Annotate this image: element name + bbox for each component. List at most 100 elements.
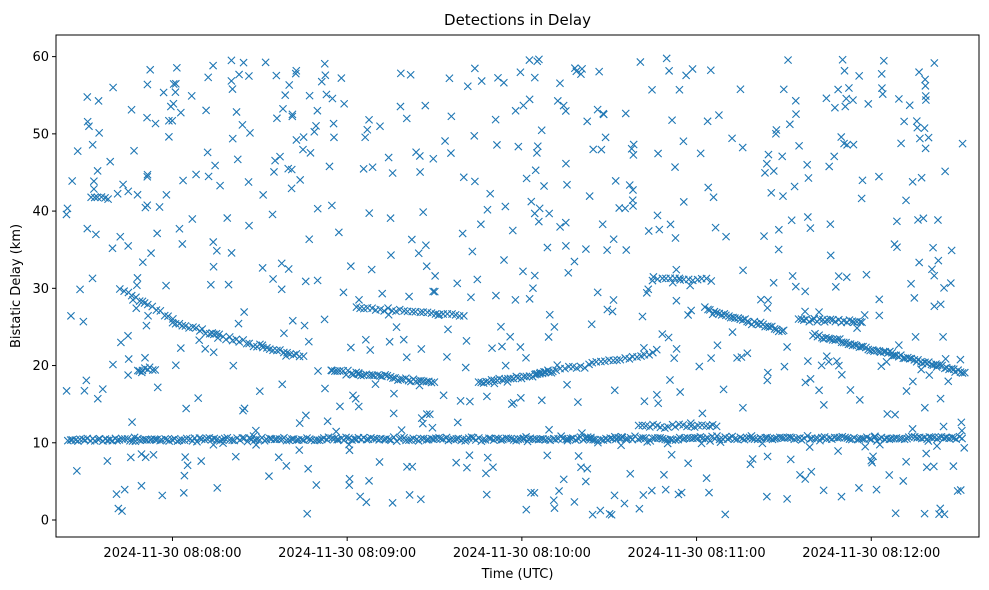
data-point xyxy=(216,181,225,190)
data-point xyxy=(181,453,190,462)
data-point xyxy=(652,390,661,399)
data-point xyxy=(530,271,539,280)
data-point xyxy=(947,246,956,255)
data-point xyxy=(159,88,168,97)
data-point xyxy=(857,434,866,443)
data-point xyxy=(859,342,868,351)
data-point xyxy=(314,367,322,376)
data-point xyxy=(415,381,424,390)
data-point xyxy=(345,474,354,483)
data-point xyxy=(578,64,587,73)
data-point xyxy=(805,443,814,452)
data-point xyxy=(854,483,863,492)
data-point xyxy=(900,117,909,126)
data-point xyxy=(258,341,267,350)
data-point xyxy=(429,287,438,296)
data-point xyxy=(779,326,788,335)
data-point xyxy=(416,167,425,176)
data-point xyxy=(522,353,530,362)
data-point xyxy=(927,433,936,442)
data-point xyxy=(238,433,247,442)
data-point xyxy=(405,292,414,301)
data-point xyxy=(534,217,543,226)
y-tick-label: 60 xyxy=(32,50,49,65)
data-point xyxy=(702,474,711,483)
data-point xyxy=(583,464,592,473)
data-point xyxy=(870,432,879,441)
data-point xyxy=(209,330,218,339)
data-point xyxy=(845,316,854,325)
data-point xyxy=(151,365,160,374)
data-point xyxy=(716,438,725,447)
data-point xyxy=(671,163,680,172)
data-point xyxy=(929,462,938,471)
data-point xyxy=(791,282,800,291)
data-point xyxy=(284,265,293,274)
data-point xyxy=(583,117,592,126)
data-point xyxy=(239,406,247,415)
data-point xyxy=(534,55,543,64)
data-point xyxy=(774,327,783,336)
data-point xyxy=(178,239,187,248)
data-point xyxy=(525,56,534,65)
data-point xyxy=(902,387,911,396)
data-point xyxy=(705,305,714,314)
data-point xyxy=(595,67,604,76)
data-point xyxy=(525,372,534,381)
y-tick-label: 20 xyxy=(32,359,49,374)
data-point xyxy=(90,193,99,202)
data-point xyxy=(141,353,149,362)
data-point xyxy=(171,361,180,370)
data-point xyxy=(511,295,520,304)
data-point xyxy=(320,384,329,393)
data-point xyxy=(645,350,654,359)
data-point xyxy=(523,437,532,446)
data-point xyxy=(188,215,197,223)
data-point xyxy=(605,509,614,518)
data-point xyxy=(477,77,486,86)
data-point xyxy=(138,258,147,267)
data-point xyxy=(169,99,178,108)
data-point xyxy=(672,296,681,305)
data-point xyxy=(151,119,160,128)
data-point xyxy=(169,80,178,88)
data-point xyxy=(707,277,716,285)
x-tick-label: 2024-11-30 08:12:00 xyxy=(802,546,940,561)
data-point xyxy=(545,425,554,434)
data-point xyxy=(332,427,341,436)
data-point xyxy=(628,185,637,194)
data-point xyxy=(516,68,525,77)
data-point xyxy=(491,115,500,124)
data-point xyxy=(116,232,125,241)
data-point xyxy=(563,380,572,389)
data-point xyxy=(80,386,89,395)
data-point xyxy=(452,458,461,467)
data-point xyxy=(526,488,535,497)
data-point xyxy=(389,374,397,383)
data-point xyxy=(920,403,929,412)
data-point xyxy=(671,436,680,445)
data-point xyxy=(382,435,391,443)
data-point xyxy=(920,509,929,518)
data-point xyxy=(137,368,146,377)
data-point xyxy=(815,386,824,395)
data-point xyxy=(644,227,653,236)
data-point xyxy=(386,251,395,260)
data-point xyxy=(277,285,286,294)
data-point xyxy=(292,135,301,144)
data-point xyxy=(209,61,218,70)
data-point xyxy=(87,193,96,202)
data-point xyxy=(465,451,474,460)
data-point xyxy=(428,423,437,432)
data-point xyxy=(422,377,431,386)
data-point xyxy=(441,137,450,146)
data-point xyxy=(287,184,296,193)
data-point xyxy=(153,229,162,238)
data-point xyxy=(888,348,896,357)
data-point xyxy=(763,376,772,385)
data-point xyxy=(94,96,103,105)
data-point xyxy=(531,166,540,175)
data-point xyxy=(934,256,943,265)
data-point xyxy=(442,352,451,361)
data-point xyxy=(396,102,405,111)
